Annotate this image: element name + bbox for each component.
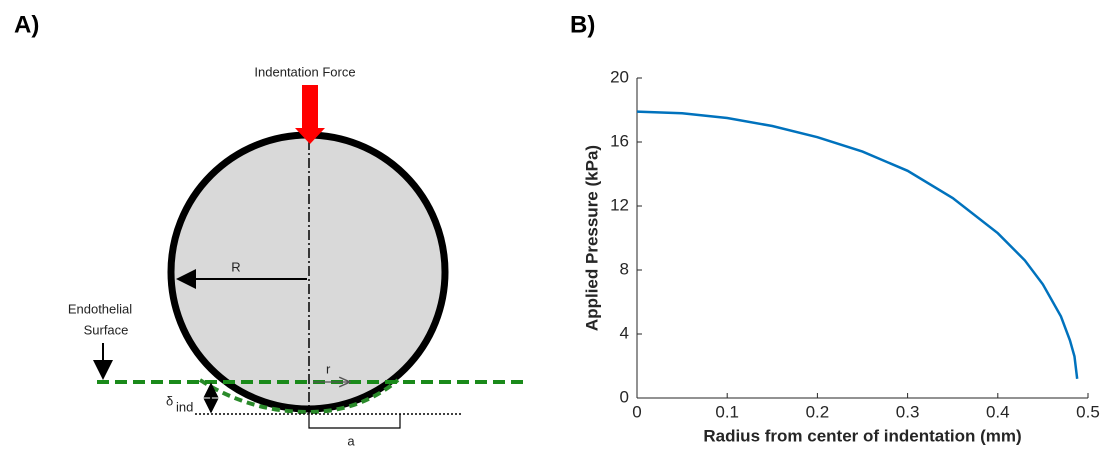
y-axis-label: Applied Pressure (kPa): [582, 145, 601, 331]
surface-label: Endothelial: [68, 301, 132, 316]
radius-label: R: [231, 259, 240, 274]
y-tick-label: 20: [610, 67, 629, 86]
panel-a: A) Indentation Force R Endothelial Surfa…: [14, 11, 525, 448]
force-label: Indentation Force: [254, 64, 355, 79]
deformed-surface: [198, 378, 400, 415]
x-tick-label: 0.2: [806, 402, 830, 421]
contact-bracket: [308, 414, 401, 429]
y-tick-label: 8: [620, 259, 629, 278]
delta-label: δ: [166, 393, 173, 408]
indenter-sphere: [167, 131, 449, 413]
r-label: r: [326, 361, 331, 376]
x-tick-label: 0.1: [715, 402, 739, 421]
x-tick-label: 0.4: [986, 402, 1010, 421]
y-tick-label: 4: [620, 323, 629, 342]
y-tick-label: 16: [610, 131, 629, 150]
a-label: a: [347, 433, 355, 448]
data-line: [636, 110, 1079, 379]
x-axis-label: Radius from center of indentation (mm): [703, 426, 1021, 445]
x-tick-label: 0.3: [896, 402, 920, 421]
x-tick-label: 0: [632, 402, 641, 421]
delta-subscript: ind: [176, 399, 193, 414]
force-arrow: [295, 85, 325, 144]
x-tick-label: 0.5: [1076, 402, 1100, 421]
y-tick-label: 0: [620, 387, 629, 406]
y-tick-label: 12: [610, 195, 629, 214]
panel-label: A): [14, 11, 39, 38]
panel-label: B): [570, 11, 595, 38]
panel-b: B) 0 4 8 12 16 20 0 0.1 0.2 0.3 0.4 0.5 Radius from …: [570, 11, 1100, 445]
surface-label: Surface: [84, 322, 129, 337]
